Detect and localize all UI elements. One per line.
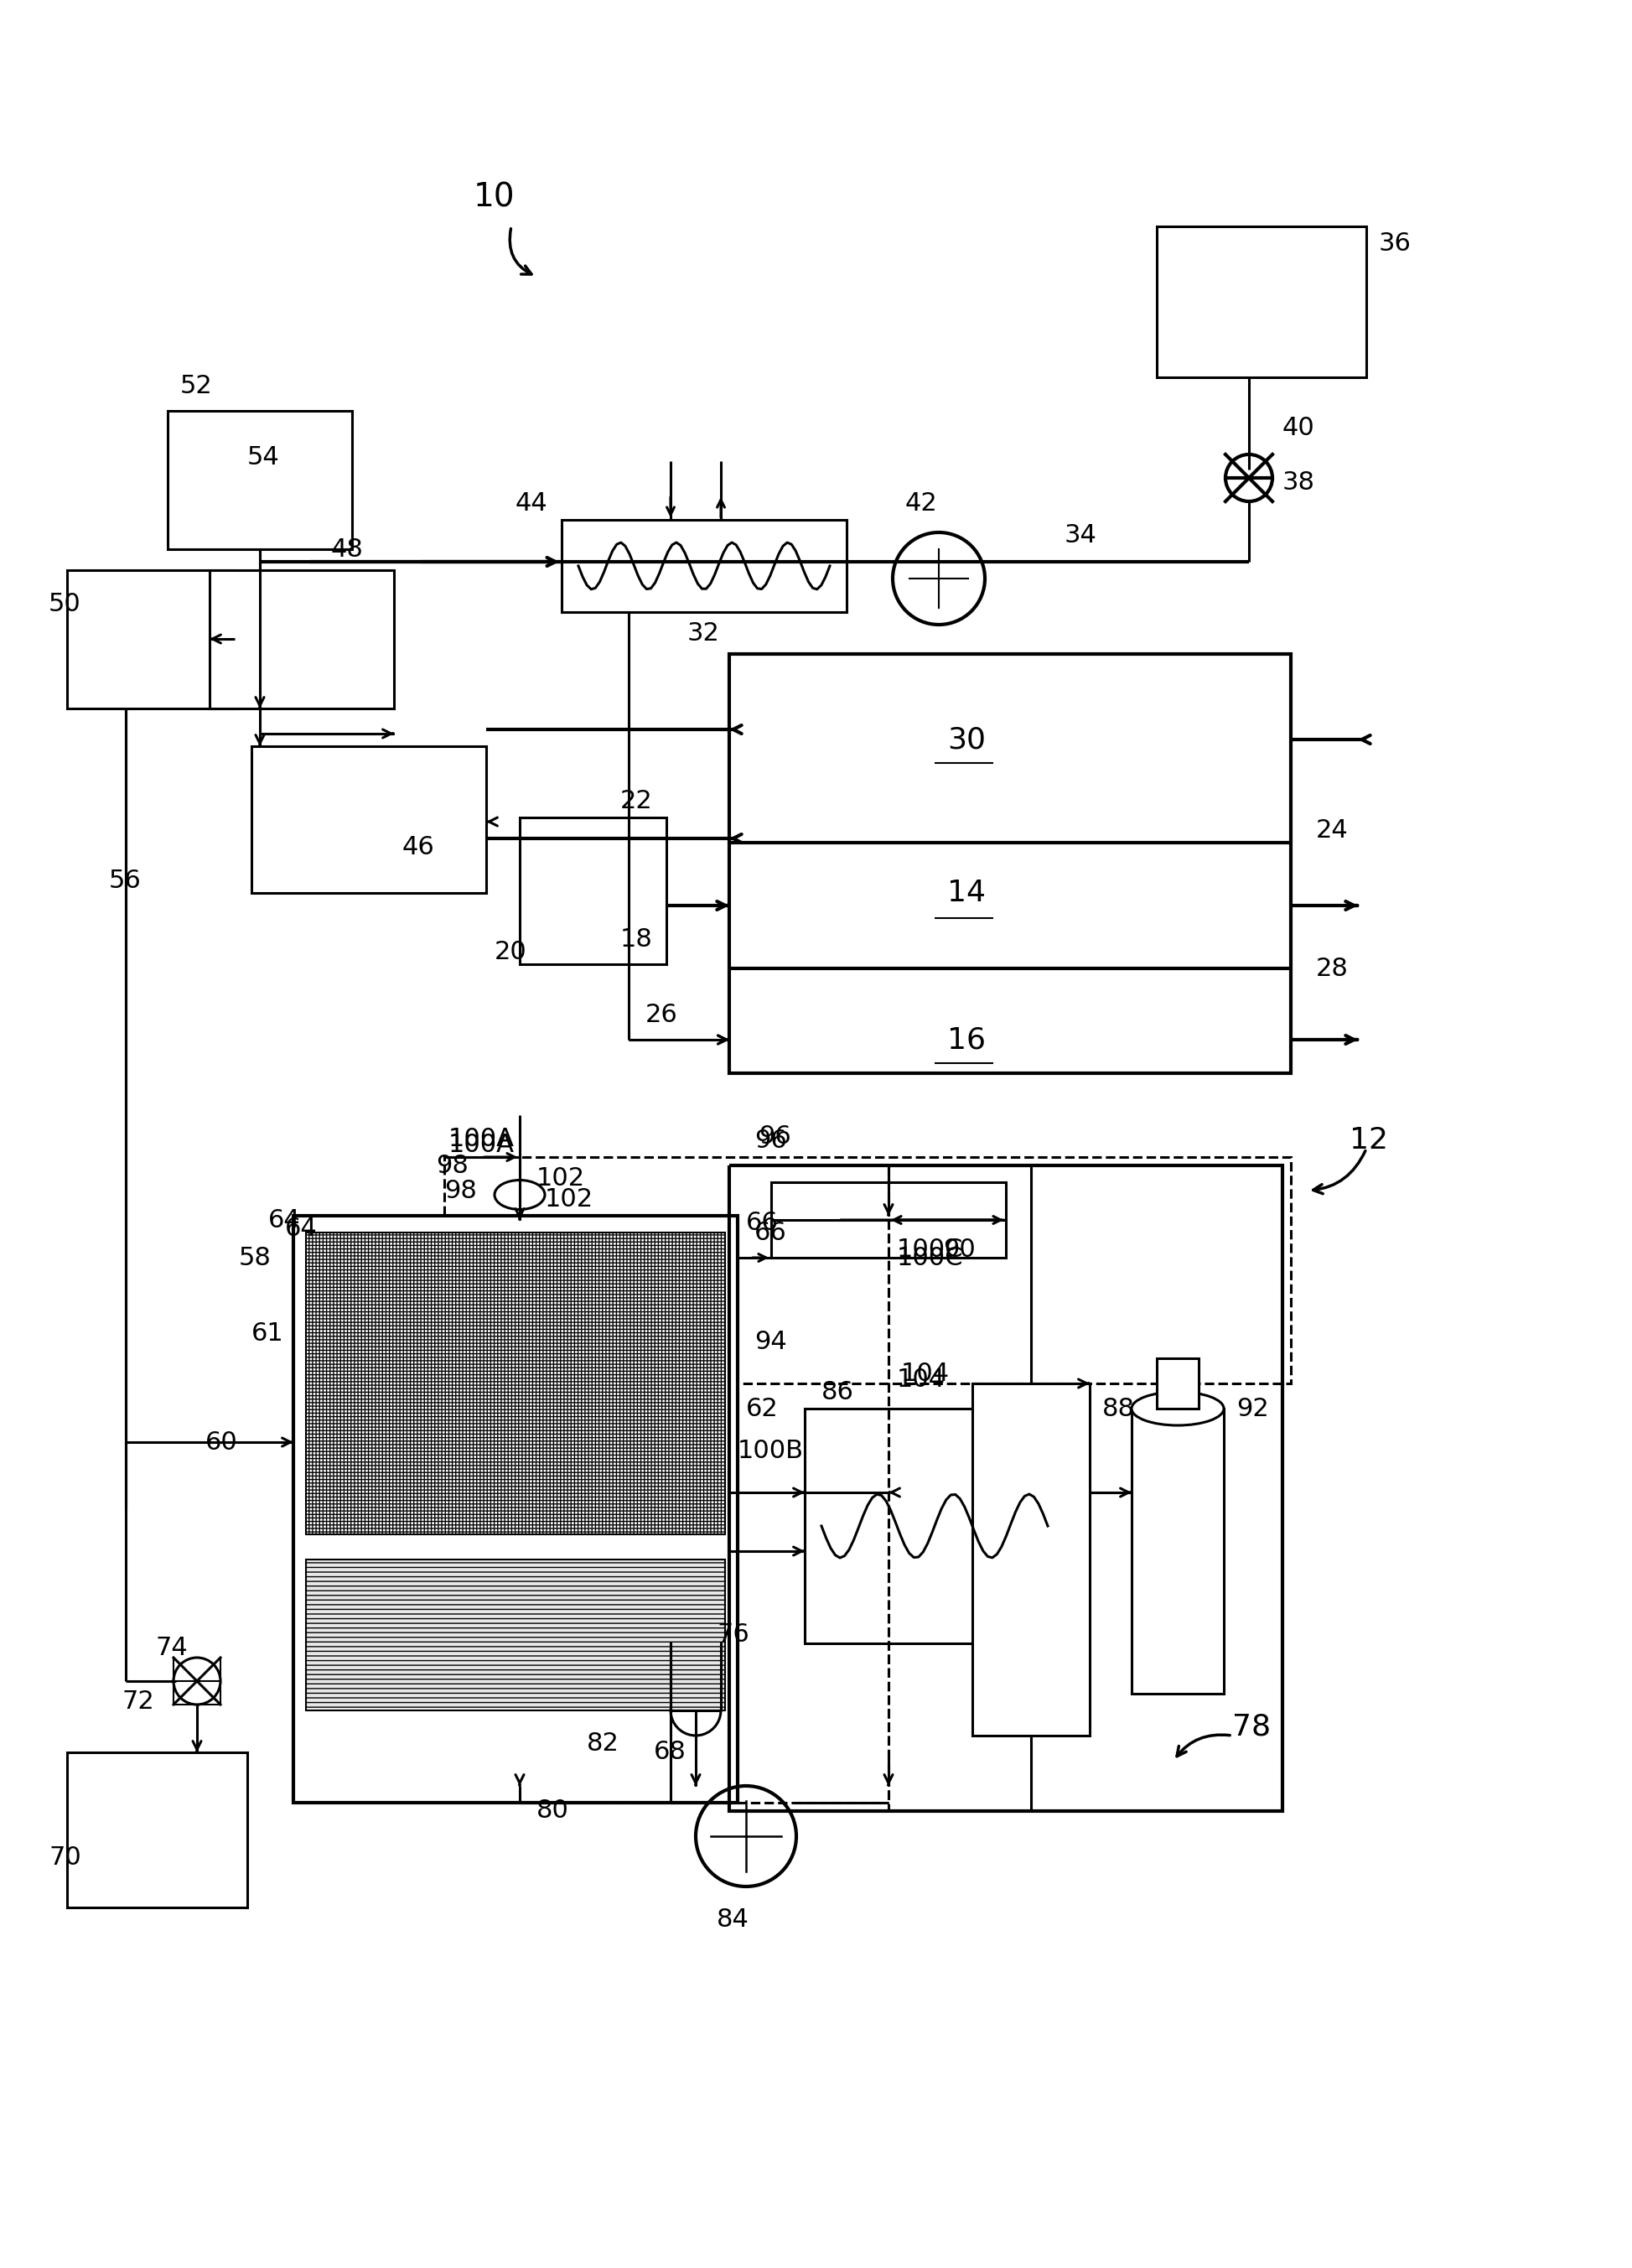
Text: 56: 56 <box>109 869 142 894</box>
Bar <box>305 1232 725 1535</box>
Bar <box>561 519 847 612</box>
Text: 96: 96 <box>754 1127 787 1152</box>
Text: 104: 104 <box>898 1368 945 1390</box>
Text: 80: 80 <box>537 1799 570 1823</box>
Text: 28: 28 <box>1315 957 1348 980</box>
Text: 66: 66 <box>754 1220 787 1245</box>
Text: 52: 52 <box>180 374 212 397</box>
Text: 100C: 100C <box>898 1245 963 1270</box>
Text: 68: 68 <box>654 1740 687 1765</box>
Text: 84: 84 <box>716 1907 749 1932</box>
Text: 74: 74 <box>155 1635 188 1660</box>
Text: 102: 102 <box>545 1186 594 1211</box>
Text: 62: 62 <box>746 1397 778 1420</box>
Bar <box>1157 1359 1198 1408</box>
Text: 100A: 100A <box>449 1127 514 1150</box>
Bar <box>973 1383 1090 1735</box>
Text: 61: 61 <box>251 1320 284 1345</box>
Bar <box>1131 1408 1224 1694</box>
Bar <box>805 1408 1064 1644</box>
Text: 86: 86 <box>821 1379 854 1404</box>
Text: 48: 48 <box>331 538 364 562</box>
Text: 14: 14 <box>947 878 986 907</box>
Text: 16: 16 <box>947 1025 986 1055</box>
Text: 92: 92 <box>1237 1397 1268 1420</box>
Text: 100B: 100B <box>738 1438 805 1463</box>
Bar <box>294 1216 738 1803</box>
Bar <box>251 746 486 894</box>
Text: 88: 88 <box>1102 1397 1134 1420</box>
Text: 64: 64 <box>268 1209 300 1232</box>
Text: 40: 40 <box>1283 415 1315 440</box>
Text: 38: 38 <box>1283 469 1315 494</box>
Text: 22: 22 <box>620 789 653 812</box>
Text: 90: 90 <box>943 1236 976 1261</box>
Text: 82: 82 <box>588 1733 619 1755</box>
Text: 20: 20 <box>494 939 527 964</box>
Text: 26: 26 <box>645 1002 677 1027</box>
Text: 76: 76 <box>716 1624 749 1647</box>
Text: 60: 60 <box>206 1429 238 1454</box>
Text: 12: 12 <box>1350 1125 1389 1154</box>
Bar <box>730 653 1291 1073</box>
Text: 66: 66 <box>746 1211 778 1234</box>
Text: 46: 46 <box>403 835 434 860</box>
Bar <box>67 1753 248 1907</box>
Ellipse shape <box>1131 1393 1224 1424</box>
Text: 34: 34 <box>1064 522 1097 547</box>
Bar <box>1157 227 1366 376</box>
Text: 58: 58 <box>238 1245 271 1270</box>
Text: 24: 24 <box>1315 819 1348 841</box>
Text: 10: 10 <box>473 181 516 213</box>
Bar <box>168 411 353 549</box>
Bar <box>772 1182 1005 1259</box>
Bar <box>305 1560 725 1710</box>
Text: 32: 32 <box>687 621 720 644</box>
Text: 96: 96 <box>759 1125 792 1148</box>
Text: 30: 30 <box>947 726 986 753</box>
Bar <box>444 1157 1291 1383</box>
Text: 98: 98 <box>436 1154 468 1177</box>
Text: 72: 72 <box>121 1690 153 1715</box>
Text: 18: 18 <box>620 928 653 950</box>
Text: 64: 64 <box>286 1216 318 1241</box>
Text: 104: 104 <box>901 1361 950 1386</box>
Text: 44: 44 <box>516 490 548 515</box>
Bar <box>209 569 393 708</box>
Text: 102: 102 <box>537 1166 586 1191</box>
Text: 70: 70 <box>49 1844 82 1869</box>
Text: 78: 78 <box>1232 1712 1271 1742</box>
Text: 94: 94 <box>754 1329 787 1354</box>
Text: 100A: 100A <box>449 1132 514 1157</box>
Bar <box>519 816 666 964</box>
Bar <box>67 569 235 708</box>
Bar <box>305 1232 725 1535</box>
Text: 100C: 100C <box>898 1236 963 1261</box>
Text: 54: 54 <box>248 445 279 469</box>
Text: 98: 98 <box>444 1179 477 1202</box>
Text: 42: 42 <box>906 490 938 515</box>
Ellipse shape <box>494 1179 545 1209</box>
Text: 50: 50 <box>49 592 82 617</box>
Text: 36: 36 <box>1379 231 1412 256</box>
